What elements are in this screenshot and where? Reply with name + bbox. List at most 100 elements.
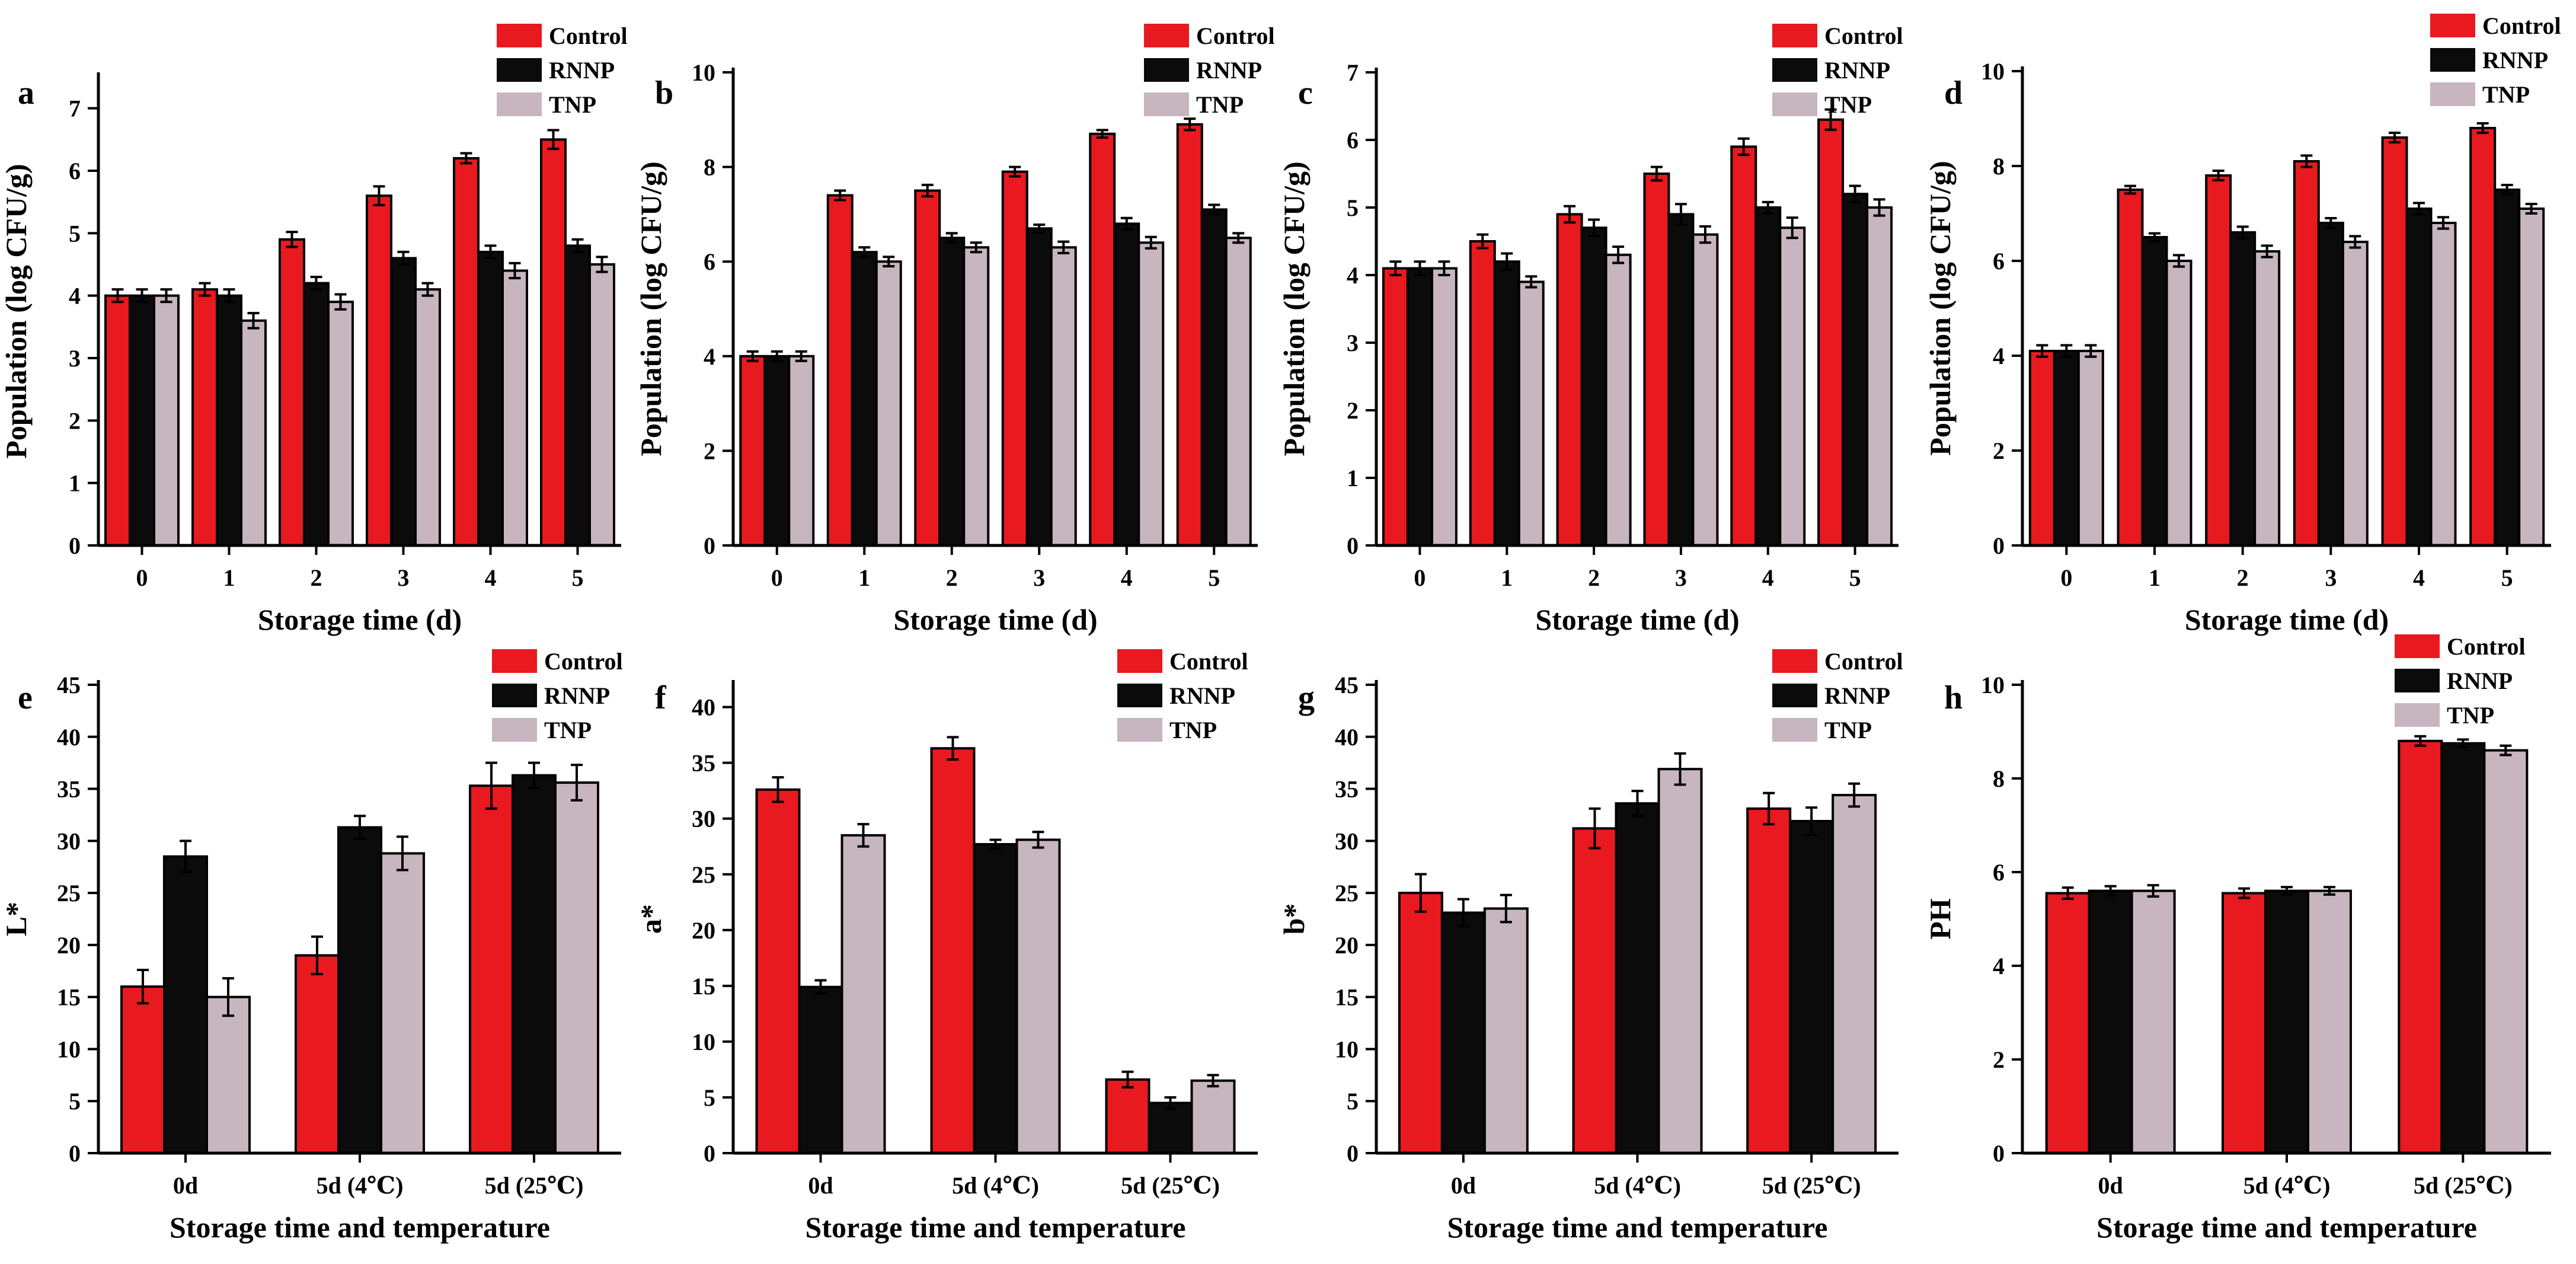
bar xyxy=(469,784,514,1155)
legend-swatch xyxy=(1117,684,1162,707)
bar xyxy=(963,246,990,547)
error-bar xyxy=(1805,806,1818,836)
error-bar xyxy=(2325,217,2337,229)
bar xyxy=(1113,222,1140,547)
bar xyxy=(390,257,417,547)
error-bar xyxy=(970,241,982,254)
bar xyxy=(914,189,941,547)
legend-label: RNNP xyxy=(1824,682,1890,709)
y-tick-label: 40 xyxy=(1335,724,1359,751)
legend-label: RNNP xyxy=(1169,682,1235,709)
y-tick-label: 4 xyxy=(704,343,715,370)
y-tick-label: 20 xyxy=(1335,932,1359,959)
legend-label: Control xyxy=(2482,12,2561,39)
legend-label: Control xyxy=(549,23,628,49)
bar xyxy=(1200,208,1228,547)
legend-label: RNNP xyxy=(549,57,615,84)
x-tick-label: 4 xyxy=(1762,564,1774,591)
error-bar xyxy=(571,238,584,253)
bar xyxy=(1190,1079,1236,1154)
bar xyxy=(1817,118,1845,547)
bar xyxy=(501,269,528,547)
bar xyxy=(1398,892,1443,1154)
y-tick-label: 1 xyxy=(1347,465,1359,491)
error-bar xyxy=(795,350,807,362)
legend-swatch xyxy=(1144,24,1189,47)
error-bar xyxy=(1184,117,1196,132)
x-tick-label: 1 xyxy=(1501,564,1513,591)
error-bar xyxy=(2525,203,2537,215)
legend-label: Control xyxy=(2447,633,2526,660)
bar xyxy=(191,288,218,547)
error-bar xyxy=(2062,886,2074,901)
bar xyxy=(1469,240,1496,547)
y-axis-title: Population (log CFU/g) xyxy=(634,161,667,456)
bar xyxy=(327,301,354,547)
bar xyxy=(477,250,504,547)
error-bar xyxy=(1589,807,1601,850)
x-tick-label: 5d (4℃) xyxy=(1594,1172,1681,1199)
error-bar xyxy=(1032,831,1044,849)
error-bar xyxy=(921,183,934,198)
bar xyxy=(2483,749,2529,1154)
bar xyxy=(1382,267,1409,547)
x-tick-label: 2 xyxy=(946,564,958,591)
legend-label: RNNP xyxy=(544,682,610,709)
error-bar xyxy=(2389,132,2401,143)
x-axis-title: Storage time and temperature xyxy=(170,1211,550,1244)
error-bar xyxy=(2281,886,2293,896)
bar xyxy=(1089,132,1116,547)
error-bar xyxy=(834,189,846,202)
bar xyxy=(1148,1102,1193,1155)
error-bar xyxy=(1096,129,1108,139)
bar xyxy=(295,954,340,1154)
y-tick-label: 10 xyxy=(1981,672,2005,698)
legend-swatch xyxy=(1117,649,1162,673)
bar xyxy=(1050,246,1077,547)
legend-swatch xyxy=(1772,718,1817,742)
x-tick-label: 3 xyxy=(1033,564,1045,591)
legend-swatch xyxy=(492,684,537,707)
bar xyxy=(2165,260,2193,547)
legend-swatch xyxy=(1117,718,1162,742)
error-bar xyxy=(772,776,784,803)
bar xyxy=(337,826,382,1154)
y-tick-label: 8 xyxy=(1993,153,2005,180)
error-bar xyxy=(1414,260,1426,276)
x-tick-label: 1 xyxy=(223,564,235,591)
error-bar xyxy=(2104,885,2117,897)
error-bar xyxy=(2300,154,2313,168)
legend-label: RNNP xyxy=(2447,668,2513,694)
x-tick-label: 5d (4℃) xyxy=(952,1172,1039,1199)
error-bar xyxy=(460,152,472,165)
y-tick-label: 0 xyxy=(704,1140,715,1167)
legend-swatch xyxy=(2430,48,2475,72)
bar xyxy=(938,237,966,547)
bar xyxy=(1556,213,1583,547)
error-bar xyxy=(1207,1074,1219,1088)
y-tick-label: 4 xyxy=(1993,343,2005,369)
legend-swatch xyxy=(1772,58,1817,82)
bar xyxy=(564,244,591,547)
bar xyxy=(2045,892,2091,1155)
y-tick-label: 6 xyxy=(704,248,715,275)
bar xyxy=(2307,889,2352,1154)
bar xyxy=(1572,827,1618,1155)
error-bar xyxy=(354,815,366,840)
bar xyxy=(589,263,615,547)
bar xyxy=(1225,237,1252,547)
error-bar xyxy=(1033,223,1046,234)
panel-e: e 0 5 10 15 20 25 30 35 40 45 0d 5d (4℃) 5d (25℃) Stor… xyxy=(0,648,623,1244)
error-bar xyxy=(334,293,347,311)
legend-swatch xyxy=(497,92,542,116)
error-bar xyxy=(1457,898,1469,928)
y-tick-label: 40 xyxy=(692,694,715,721)
bar xyxy=(973,842,1018,1154)
y-axis-title: Population (log CFU/g) xyxy=(1277,161,1311,456)
x-tick-label: 0d xyxy=(808,1172,833,1199)
y-tick-label: 3 xyxy=(69,345,81,372)
error-bar xyxy=(2457,738,2469,749)
bar xyxy=(840,834,886,1154)
bar xyxy=(2053,350,2080,547)
error-bar xyxy=(2437,216,2449,230)
